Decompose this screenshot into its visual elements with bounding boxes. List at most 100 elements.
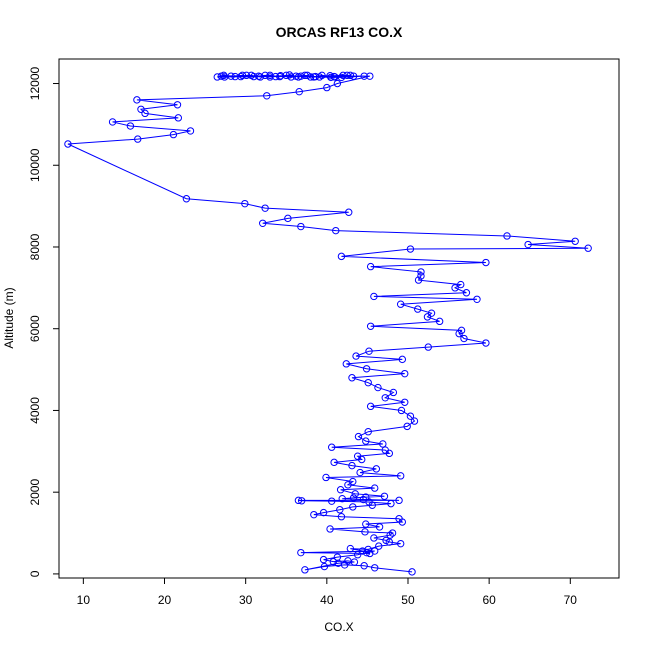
- y-tick-label: 2000: [28, 479, 42, 506]
- data-point: [382, 536, 390, 545]
- data-point: [414, 305, 422, 313]
- data-point: [571, 237, 579, 245]
- y-tick-label: 6000: [28, 315, 42, 342]
- data-point: [345, 208, 353, 216]
- data-point: [398, 355, 407, 364]
- x-axis: 10 20 30 40 50 60 70: [77, 578, 577, 607]
- data-point: [349, 72, 358, 80]
- data-point: [362, 365, 371, 373]
- data-point: [353, 452, 362, 460]
- data-point: [360, 562, 368, 570]
- data-point: [297, 548, 305, 557]
- data-point: [352, 352, 360, 360]
- data-point: [295, 87, 303, 96]
- data-point: [370, 292, 378, 301]
- x-tick-label: 40: [320, 593, 334, 607]
- data-point: [336, 506, 344, 514]
- data-point: [322, 473, 330, 482]
- data-point: [301, 566, 309, 574]
- data-point: [331, 73, 339, 81]
- data-point: [361, 528, 369, 536]
- data-point: [337, 513, 346, 521]
- x-tick-label: 30: [239, 593, 253, 607]
- data-point: [351, 490, 359, 498]
- data-point: [346, 544, 355, 553]
- data-point: [388, 529, 397, 537]
- data-point: [457, 326, 466, 335]
- data-point: [320, 562, 329, 571]
- data-point: [482, 339, 490, 347]
- data-point: [182, 195, 191, 203]
- data-point: [292, 72, 300, 80]
- y-tick-label: 12000: [28, 67, 42, 101]
- data-point: [266, 73, 274, 81]
- y-tick-label: 8000: [28, 233, 42, 260]
- data-point: [403, 422, 411, 431]
- data-point: [319, 508, 328, 517]
- data-point: [318, 71, 326, 80]
- y-tick-label: 0: [28, 570, 42, 577]
- data-point: [396, 472, 405, 480]
- data-point: [227, 72, 235, 80]
- data-point: [380, 492, 389, 500]
- data-point: [323, 83, 331, 92]
- data-point: [360, 72, 368, 80]
- data-point: [338, 495, 346, 503]
- data-point: [319, 555, 328, 564]
- data-point: [406, 412, 415, 420]
- y-axis: 0 2000 4000 6000 8000 10000 12000: [28, 67, 59, 577]
- data-point: [387, 499, 395, 508]
- y-tick-label: 4000: [28, 397, 42, 424]
- data-point: [424, 343, 432, 351]
- data-point: [271, 72, 280, 81]
- data-point: [381, 394, 389, 402]
- data-series: [64, 71, 592, 576]
- data-point: [375, 523, 384, 531]
- data-point: [371, 484, 379, 492]
- data-point: [333, 553, 342, 561]
- series-line: [67, 74, 589, 573]
- data-point: [327, 497, 336, 505]
- data-point: [342, 360, 351, 368]
- data-point: [169, 130, 178, 139]
- data-point: [410, 417, 419, 425]
- x-tick-label: 50: [401, 593, 415, 607]
- data-point: [237, 72, 245, 81]
- data-point: [259, 219, 267, 227]
- data-point: [395, 496, 403, 505]
- data-point: [482, 258, 490, 267]
- data-point: [462, 289, 471, 297]
- y-tick-label: 10000: [28, 148, 42, 182]
- data-point: [336, 486, 345, 494]
- data-point: [346, 71, 355, 80]
- data-point: [423, 313, 432, 321]
- x-tick-label: 60: [482, 593, 496, 607]
- x-axis-label: CO.X: [324, 620, 353, 634]
- data-point: [344, 557, 352, 565]
- data-point: [238, 71, 247, 80]
- data-point: [386, 531, 394, 539]
- data-point: [408, 568, 416, 576]
- data-point: [333, 79, 342, 88]
- data-point: [326, 525, 334, 533]
- data-point: [401, 369, 409, 378]
- data-point: [310, 73, 318, 81]
- data-point: [406, 245, 415, 253]
- data-point: [524, 240, 532, 249]
- data-point: [329, 557, 338, 566]
- data-point: [584, 244, 592, 252]
- data-point: [349, 503, 357, 511]
- data-point: [186, 127, 195, 135]
- data-point: [261, 204, 269, 212]
- data-point: [310, 510, 318, 519]
- data-point: [261, 71, 269, 80]
- data-point: [457, 280, 465, 289]
- data-point: [108, 118, 117, 126]
- data-point: [414, 276, 423, 284]
- data-point: [231, 72, 239, 81]
- data-point: [332, 226, 340, 235]
- data-point: [349, 477, 357, 486]
- data-point: [366, 322, 375, 330]
- data-point: [297, 497, 306, 505]
